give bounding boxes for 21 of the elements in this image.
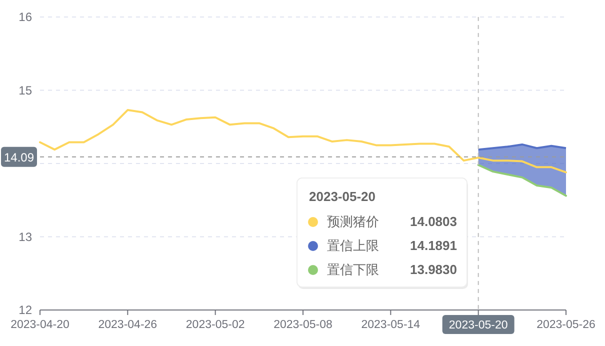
x-tick-label: 2023-04-20 (10, 319, 70, 331)
annotation: 14.0803 (410, 214, 457, 229)
x-tick-label: 2023-04-26 (98, 319, 158, 331)
annotation: 2023-05-20 (309, 189, 376, 204)
annotation: 14.1891 (410, 238, 457, 253)
y-tick-label: 12 (18, 303, 32, 317)
y-tick-label: 16 (18, 10, 32, 24)
legend-label: 预测猪价 (327, 214, 379, 229)
legend-label: 置信上限 (327, 238, 379, 253)
legend-label: 置信下限 (327, 262, 379, 277)
line-series (39, 109, 567, 174)
annotation: 13.9830 (410, 262, 457, 277)
y-tick-label: 13 (18, 230, 32, 244)
x-tick-label: 2023-05-02 (186, 319, 245, 331)
x-tick-label: 2023-05-14 (361, 319, 421, 331)
x-tick-label: 2023-05-08 (274, 319, 332, 331)
y-tick-label: 15 (18, 83, 32, 98)
line-series (477, 164, 567, 197)
ref-line-label: 14.09 (4, 150, 34, 164)
ref-line-label: 2023-05-20 (448, 320, 508, 332)
x-tick-label: 2023-05-26 (536, 319, 596, 331)
